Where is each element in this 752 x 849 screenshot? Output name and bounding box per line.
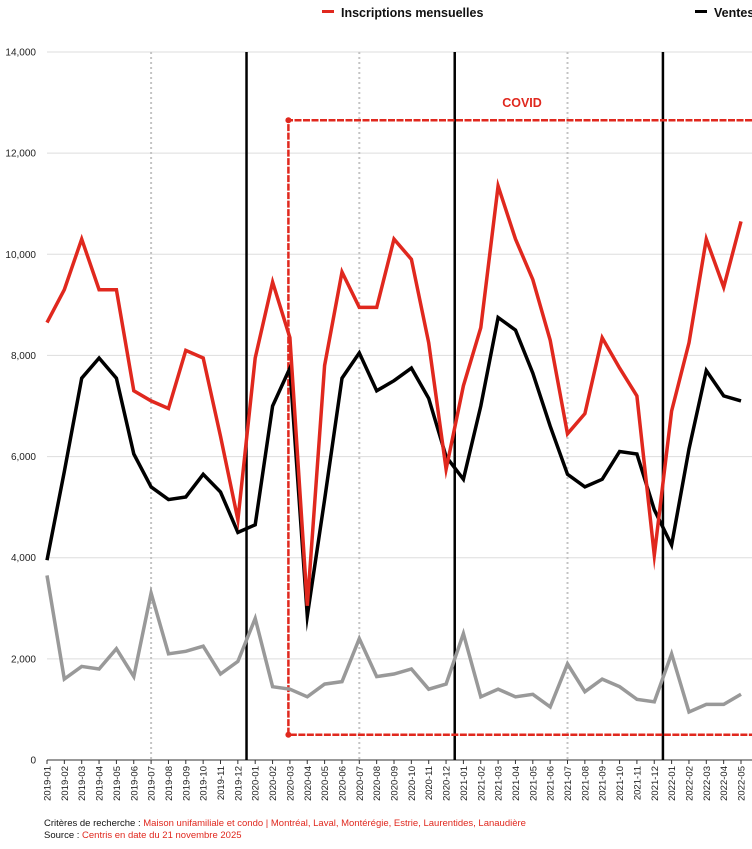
x-tick-label: 2022-02 [684, 766, 695, 801]
series-lines [45, 177, 743, 715]
source-value: Centris en date du 21 novembre 2025 [82, 830, 242, 841]
series-grey-line [45, 575, 742, 715]
x-tick-label: 2019-01 [43, 766, 54, 801]
x-tick-label: 2022-04 [719, 766, 730, 801]
x-tick-label: 2020-08 [372, 766, 383, 801]
x-tick-label: 2020-10 [407, 766, 418, 801]
legend-swatch-ventes [695, 10, 707, 14]
x-tick-label: 2019-07 [147, 766, 158, 801]
y-tick-label: 0 [30, 756, 36, 767]
x-tick-label: 2020-11 [424, 766, 435, 800]
y-tick-label: 14,000 [5, 48, 36, 59]
x-tick-label: 2020-05 [320, 766, 331, 801]
x-tick-label: 2019-10 [199, 766, 210, 801]
x-tick-label: 2020-06 [337, 766, 348, 801]
footer-source: Source : Centris en date du 21 novembre … [44, 830, 242, 841]
y-tick-label: 6,000 [11, 452, 36, 463]
x-tick-label: 2021-01 [459, 766, 470, 801]
footer-criteria: Critères de recherche : Maison unifamili… [44, 818, 526, 829]
criteria-label: Critères de recherche : [44, 818, 144, 829]
covid-marker [285, 117, 292, 124]
x-tick-label: 2019-05 [112, 766, 123, 801]
y-tick-label: 12,000 [5, 149, 36, 160]
x-tick-label: 2021-11 [632, 766, 643, 800]
y-tick-label: 2,000 [11, 654, 36, 665]
x-tick-label: 2020-12 [442, 766, 453, 801]
covid-label: COVID [502, 96, 542, 110]
x-tick-label: 2021-03 [494, 766, 505, 801]
x-tick-label: 2019-02 [60, 766, 71, 801]
x-tick-label: 2022-05 [737, 766, 748, 801]
x-tick-label: 2021-09 [598, 766, 609, 801]
legend-item-inscriptions: Inscriptions mensuelles [322, 6, 483, 20]
covid-box [287, 119, 752, 736]
y-tick-label: 10,000 [5, 250, 36, 261]
series-ventes-line [45, 314, 742, 632]
legend-item-ventes: Ventes [695, 6, 752, 20]
legend-swatch-inscriptions [322, 10, 334, 14]
x-tick-label: 2021-02 [476, 766, 487, 801]
x-tick-label: 2021-10 [615, 766, 626, 801]
x-tick-label: 2020-07 [355, 766, 366, 801]
covid-annotation: COVID [285, 96, 752, 738]
x-tick-label: 2019-06 [129, 766, 140, 801]
series-inscriptions-line [45, 177, 743, 606]
y-tick-label: 4,000 [11, 553, 36, 564]
x-tick-label: 2020-03 [285, 766, 296, 801]
x-tick-label: 2019-08 [164, 766, 175, 801]
legend-label-ventes: Ventes [714, 6, 752, 20]
x-tick-label: 2021-07 [563, 766, 574, 801]
y-tick-label: 8,000 [11, 351, 36, 362]
x-tick-label: 2021-05 [528, 766, 539, 801]
x-tick-label: 2019-09 [181, 766, 192, 801]
x-tick-label: 2020-01 [251, 766, 262, 801]
x-tick-label: 2021-08 [580, 766, 591, 801]
legend-label-inscriptions: Inscriptions mensuelles [341, 6, 484, 20]
x-tick-label: 2020-02 [268, 766, 279, 801]
x-tick-label: 2021-06 [546, 766, 557, 801]
x-tick-label: 2020-09 [390, 766, 401, 801]
axes: 0 2,000 4,000 6,000 8,000 10,000 12,000 14,000 2… [5, 48, 747, 801]
x-tick-label: 2022-01 [667, 766, 678, 801]
x-tick-label: 2019-12 [233, 766, 244, 801]
x-tick-label: 2022-03 [702, 766, 713, 801]
x-tick-label: 2019-04 [95, 766, 106, 801]
x-tick-label: 2021-12 [650, 766, 661, 801]
source-label: Source : [44, 830, 83, 841]
covid-marker [285, 731, 292, 738]
gridlines [47, 51, 752, 761]
x-tick-label: 2021-04 [511, 766, 522, 801]
x-tick-label: 2019-11 [216, 766, 227, 800]
x-tick-label: 2019-03 [77, 766, 88, 801]
x-tick-label: 2020-04 [303, 766, 314, 801]
criteria-value: Maison unifamiliale et condo | Montréal,… [143, 818, 526, 829]
